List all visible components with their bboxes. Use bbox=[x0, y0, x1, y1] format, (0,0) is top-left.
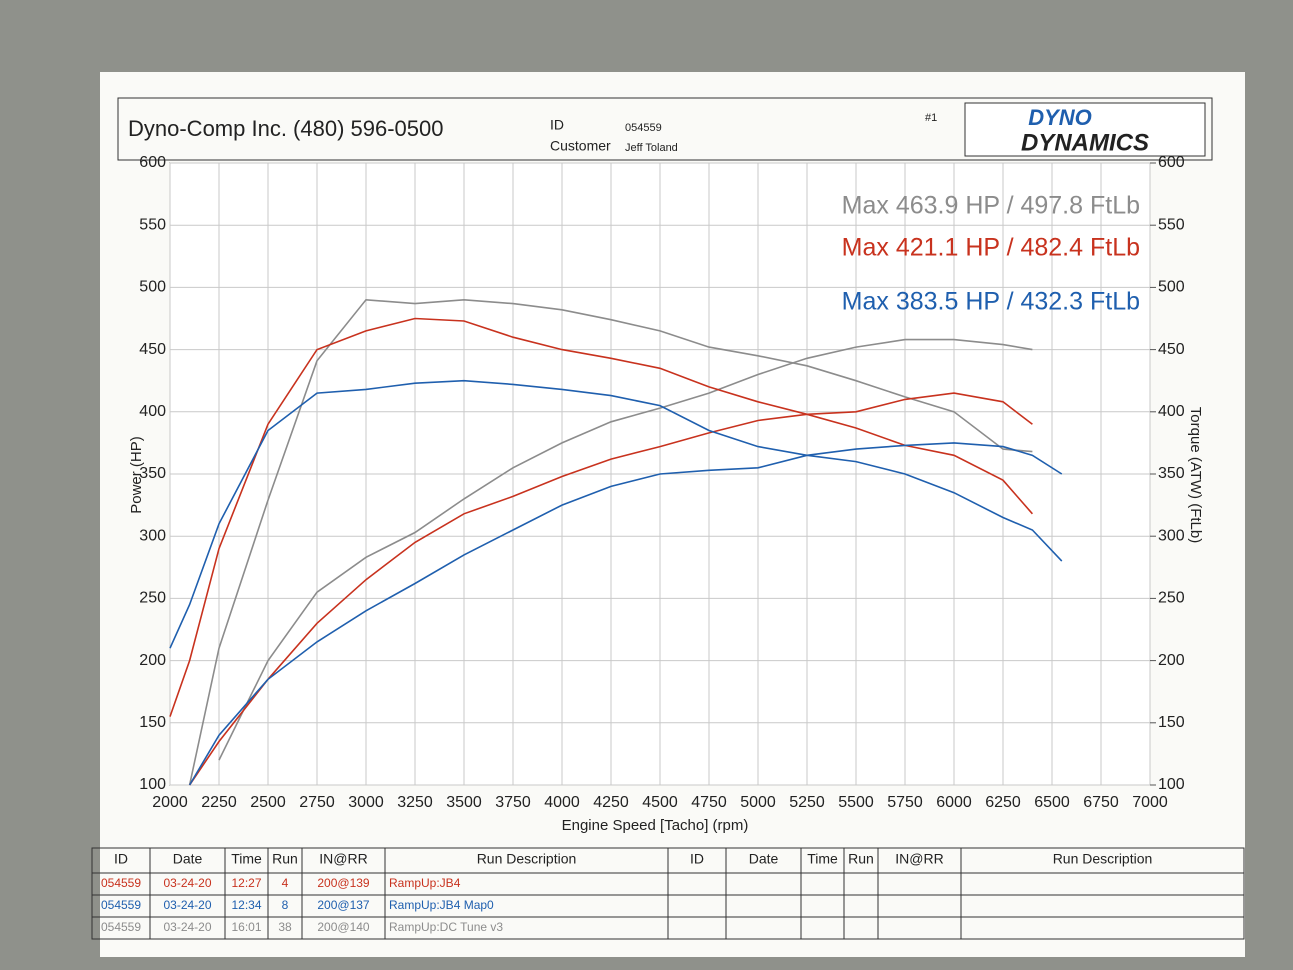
id-label: ID bbox=[550, 117, 564, 133]
y2-tick-label: 550 bbox=[1158, 216, 1185, 233]
y2-tick-label: 600 bbox=[1158, 154, 1185, 171]
table-cell-text: 03-24-20 bbox=[163, 920, 211, 934]
column-header: ID bbox=[690, 851, 704, 867]
x-tick-label: 3500 bbox=[446, 794, 482, 811]
x-tick-label: 7000 bbox=[1132, 794, 1168, 811]
table-cell-text: 200@137 bbox=[317, 898, 370, 912]
y-tick-label: 150 bbox=[139, 714, 166, 731]
max-annotation: Max 383.5 HP / 432.3 FtLb bbox=[842, 288, 1140, 316]
x-tick-label: 5750 bbox=[887, 794, 923, 811]
company: Dyno-Comp Inc. (480) 596-0500 bbox=[128, 116, 444, 141]
customer-label: Customer bbox=[550, 138, 611, 154]
y2-tick-label: 200 bbox=[1158, 652, 1185, 669]
y2-axis-label: Torque (ATW) (FtLb) bbox=[1187, 407, 1204, 543]
x-tick-label: 5500 bbox=[838, 794, 874, 811]
table-cell-text: 03-24-20 bbox=[163, 876, 211, 890]
torque-line bbox=[169, 379, 1063, 649]
id: 054559 bbox=[625, 122, 662, 134]
table-cell-text: 4 bbox=[282, 876, 289, 890]
column-header: Run Description bbox=[477, 851, 577, 867]
table-cell-text: 200@139 bbox=[317, 876, 370, 890]
power-line bbox=[188, 392, 1033, 786]
table-cell-text: 12:34 bbox=[231, 898, 261, 912]
table-cell-text: RampUp:JB4 bbox=[389, 876, 461, 890]
x-tick-label: 4250 bbox=[593, 794, 629, 811]
power-line bbox=[188, 442, 1063, 786]
x-tick-label: 6000 bbox=[936, 794, 972, 811]
table-cell-text: 38 bbox=[278, 920, 292, 934]
y2-tick-label: 500 bbox=[1158, 279, 1185, 296]
x-tick-label: 3250 bbox=[397, 794, 433, 811]
table-cell-text: 16:01 bbox=[231, 920, 261, 934]
x-tick-label: 4500 bbox=[642, 794, 678, 811]
y-tick-label: 100 bbox=[139, 776, 166, 793]
y-tick-label: 250 bbox=[139, 590, 166, 607]
x-tick-label: 3000 bbox=[348, 794, 384, 811]
column-header: IN@RR bbox=[895, 851, 943, 867]
torque-line bbox=[169, 317, 1034, 717]
x-tick-label: 4000 bbox=[544, 794, 580, 811]
x-axis-label: Engine Speed [Tacho] (rpm) bbox=[562, 817, 749, 834]
table-cell-text: 200@140 bbox=[317, 920, 370, 934]
column-header: Run bbox=[848, 851, 874, 867]
x-tick-label: 5250 bbox=[789, 794, 825, 811]
run-table: ID Date Time Run IN@RR Run Description ID Date T… bbox=[91, 847, 1245, 940]
customer: Jeff Toland bbox=[625, 142, 678, 154]
y-tick-label: 600 bbox=[139, 154, 166, 171]
logo-bottom: DYNAMICS bbox=[1021, 129, 1149, 156]
column-header: Date bbox=[749, 851, 779, 867]
x-tick-label: 2000 bbox=[152, 794, 188, 811]
column-header: Date bbox=[173, 851, 203, 867]
y2-tick-label: 450 bbox=[1158, 341, 1185, 358]
table-cell-text: 054559 bbox=[101, 876, 141, 890]
column-header: Time bbox=[231, 851, 262, 867]
y-axis-label: Power (HP) bbox=[128, 436, 145, 514]
x-tick-label: 6500 bbox=[1034, 794, 1070, 811]
max-annotation: Max 463.9 HP / 497.8 FtLb bbox=[842, 192, 1140, 220]
y2-tick-label: 150 bbox=[1158, 714, 1185, 731]
y2-tick-label: 300 bbox=[1158, 527, 1185, 544]
page-number: #1 bbox=[925, 112, 937, 124]
column-header: IN@RR bbox=[319, 851, 367, 867]
x-tick-label: 3750 bbox=[495, 794, 531, 811]
y-tick-label: 500 bbox=[139, 279, 166, 296]
table-cell-text: 8 bbox=[282, 898, 289, 912]
x-tick-label: 2750 bbox=[299, 794, 335, 811]
y-tick-label: 300 bbox=[139, 527, 166, 544]
x-tick-label: 2250 bbox=[201, 794, 237, 811]
x-tick-label: 6250 bbox=[985, 794, 1021, 811]
y-tick-label: 200 bbox=[139, 652, 166, 669]
y2-tick-label: 100 bbox=[1158, 776, 1185, 793]
max-annotation: Max 421.1 HP / 482.4 FtLb bbox=[842, 234, 1140, 262]
table-cell bbox=[960, 847, 1245, 940]
table-cell-text: 12:27 bbox=[231, 876, 261, 890]
x-tick-label: 5000 bbox=[740, 794, 776, 811]
x-tick-label: 6750 bbox=[1083, 794, 1119, 811]
y-tick-label: 550 bbox=[139, 216, 166, 233]
column-header: ID bbox=[114, 851, 128, 867]
y2-tick-label: 400 bbox=[1158, 403, 1185, 420]
y-tick-label: 400 bbox=[139, 403, 166, 420]
table-cell-text: 054559 bbox=[101, 898, 141, 912]
table-cell-text: RampUp:DC Tune v3 bbox=[389, 920, 503, 934]
x-tick-label: 2500 bbox=[250, 794, 286, 811]
y-tick-label: 350 bbox=[139, 465, 166, 482]
column-header: Run Description bbox=[1053, 851, 1153, 867]
table-cell-text: 054559 bbox=[101, 920, 141, 934]
column-header: Time bbox=[807, 851, 838, 867]
logo-box bbox=[964, 102, 1206, 157]
y-tick-label: 450 bbox=[139, 341, 166, 358]
torque-line bbox=[188, 298, 1033, 786]
table-cell-text: RampUp:JB4 Map0 bbox=[389, 898, 494, 912]
y2-tick-label: 250 bbox=[1158, 590, 1185, 607]
power-line bbox=[218, 338, 1033, 761]
y2-tick-label: 350 bbox=[1158, 465, 1185, 482]
table-cell-text: 03-24-20 bbox=[163, 898, 211, 912]
x-tick-label: 4750 bbox=[691, 794, 727, 811]
header-box bbox=[117, 97, 1213, 161]
logo-top: DYNO bbox=[1028, 105, 1092, 130]
column-header: Run bbox=[272, 851, 298, 867]
